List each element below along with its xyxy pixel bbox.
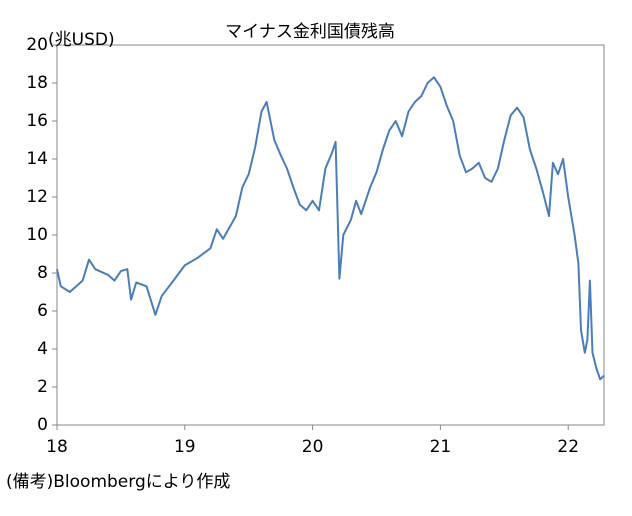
- x-tick-label: 18: [46, 437, 68, 457]
- y-tick-label: 14: [26, 149, 48, 169]
- y-tick-label: 6: [37, 301, 48, 321]
- plot-area: [56, 44, 605, 426]
- y-tick-label: 4: [37, 339, 48, 359]
- chart-title: マイナス金利国債残高: [225, 22, 395, 42]
- source-note: (備考)Bloombergにより作成: [6, 472, 230, 492]
- y-tick-label: 12: [26, 187, 48, 207]
- y-tick-label: 2: [37, 377, 48, 397]
- x-tick-label: 22: [557, 437, 579, 457]
- y-tick-label: 16: [26, 111, 48, 131]
- y-axis-label: (兆USD): [48, 30, 115, 50]
- x-tick-label: 19: [174, 437, 196, 457]
- y-tick-label: 10: [26, 225, 48, 245]
- x-tick-label: 21: [430, 437, 452, 457]
- y-tick-label: 18: [26, 73, 48, 93]
- y-tick-label: 8: [37, 263, 48, 283]
- data-line: [56, 76, 605, 381]
- x-tick-label: 20: [302, 437, 324, 457]
- y-tick-label: 20: [26, 35, 48, 55]
- y-tick-label: 0: [37, 415, 48, 435]
